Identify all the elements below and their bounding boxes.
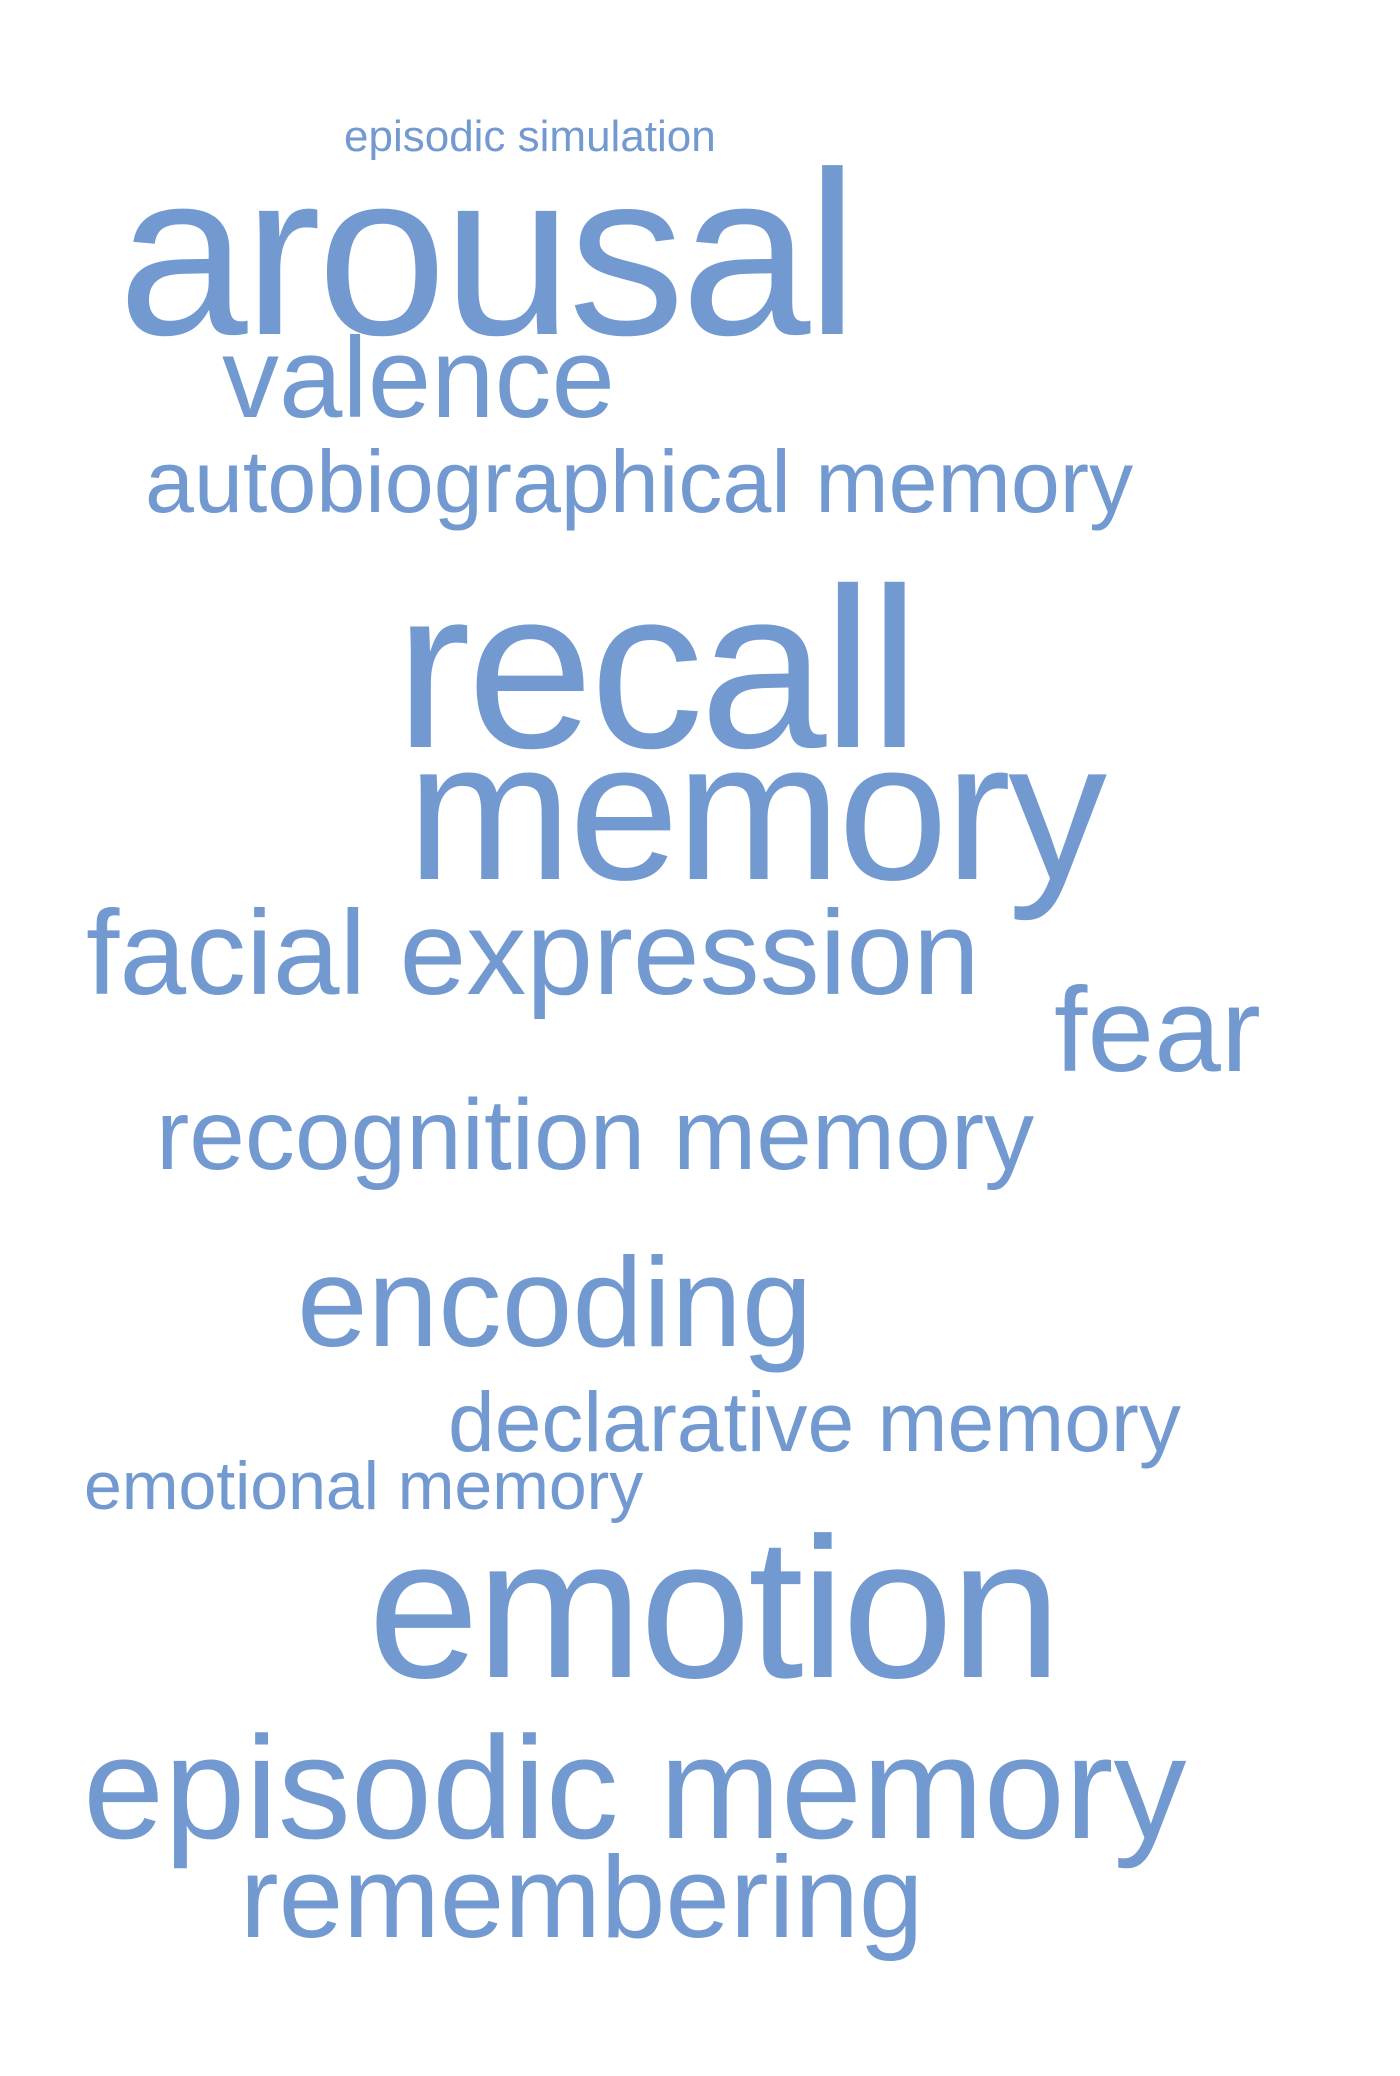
word-recall: recall (395, 542, 920, 796)
word-autobiographical-memory: autobiographical memory (145, 432, 1134, 531)
word-memory: memory (407, 700, 1107, 921)
word-valence: valence (222, 315, 615, 442)
word-episodic-memory: episodic memory (83, 1706, 1187, 1869)
word-episodic-simulation: episodic simulation (344, 112, 716, 161)
word-remembering: remembering (240, 1832, 924, 1962)
word-facial-expression: facial expression (86, 886, 980, 1020)
word-arousal: arousal (118, 124, 858, 384)
word-recognition-memory: recognition memory (156, 1079, 1035, 1191)
word-encoding: encoding (297, 1231, 813, 1373)
word-emotional-memory: emotional memory (84, 1448, 644, 1524)
word-emotion: emotion (368, 1497, 1062, 1720)
word-fear: fear (1054, 963, 1261, 1097)
word-declarative-memory: declarative memory (448, 1375, 1181, 1469)
